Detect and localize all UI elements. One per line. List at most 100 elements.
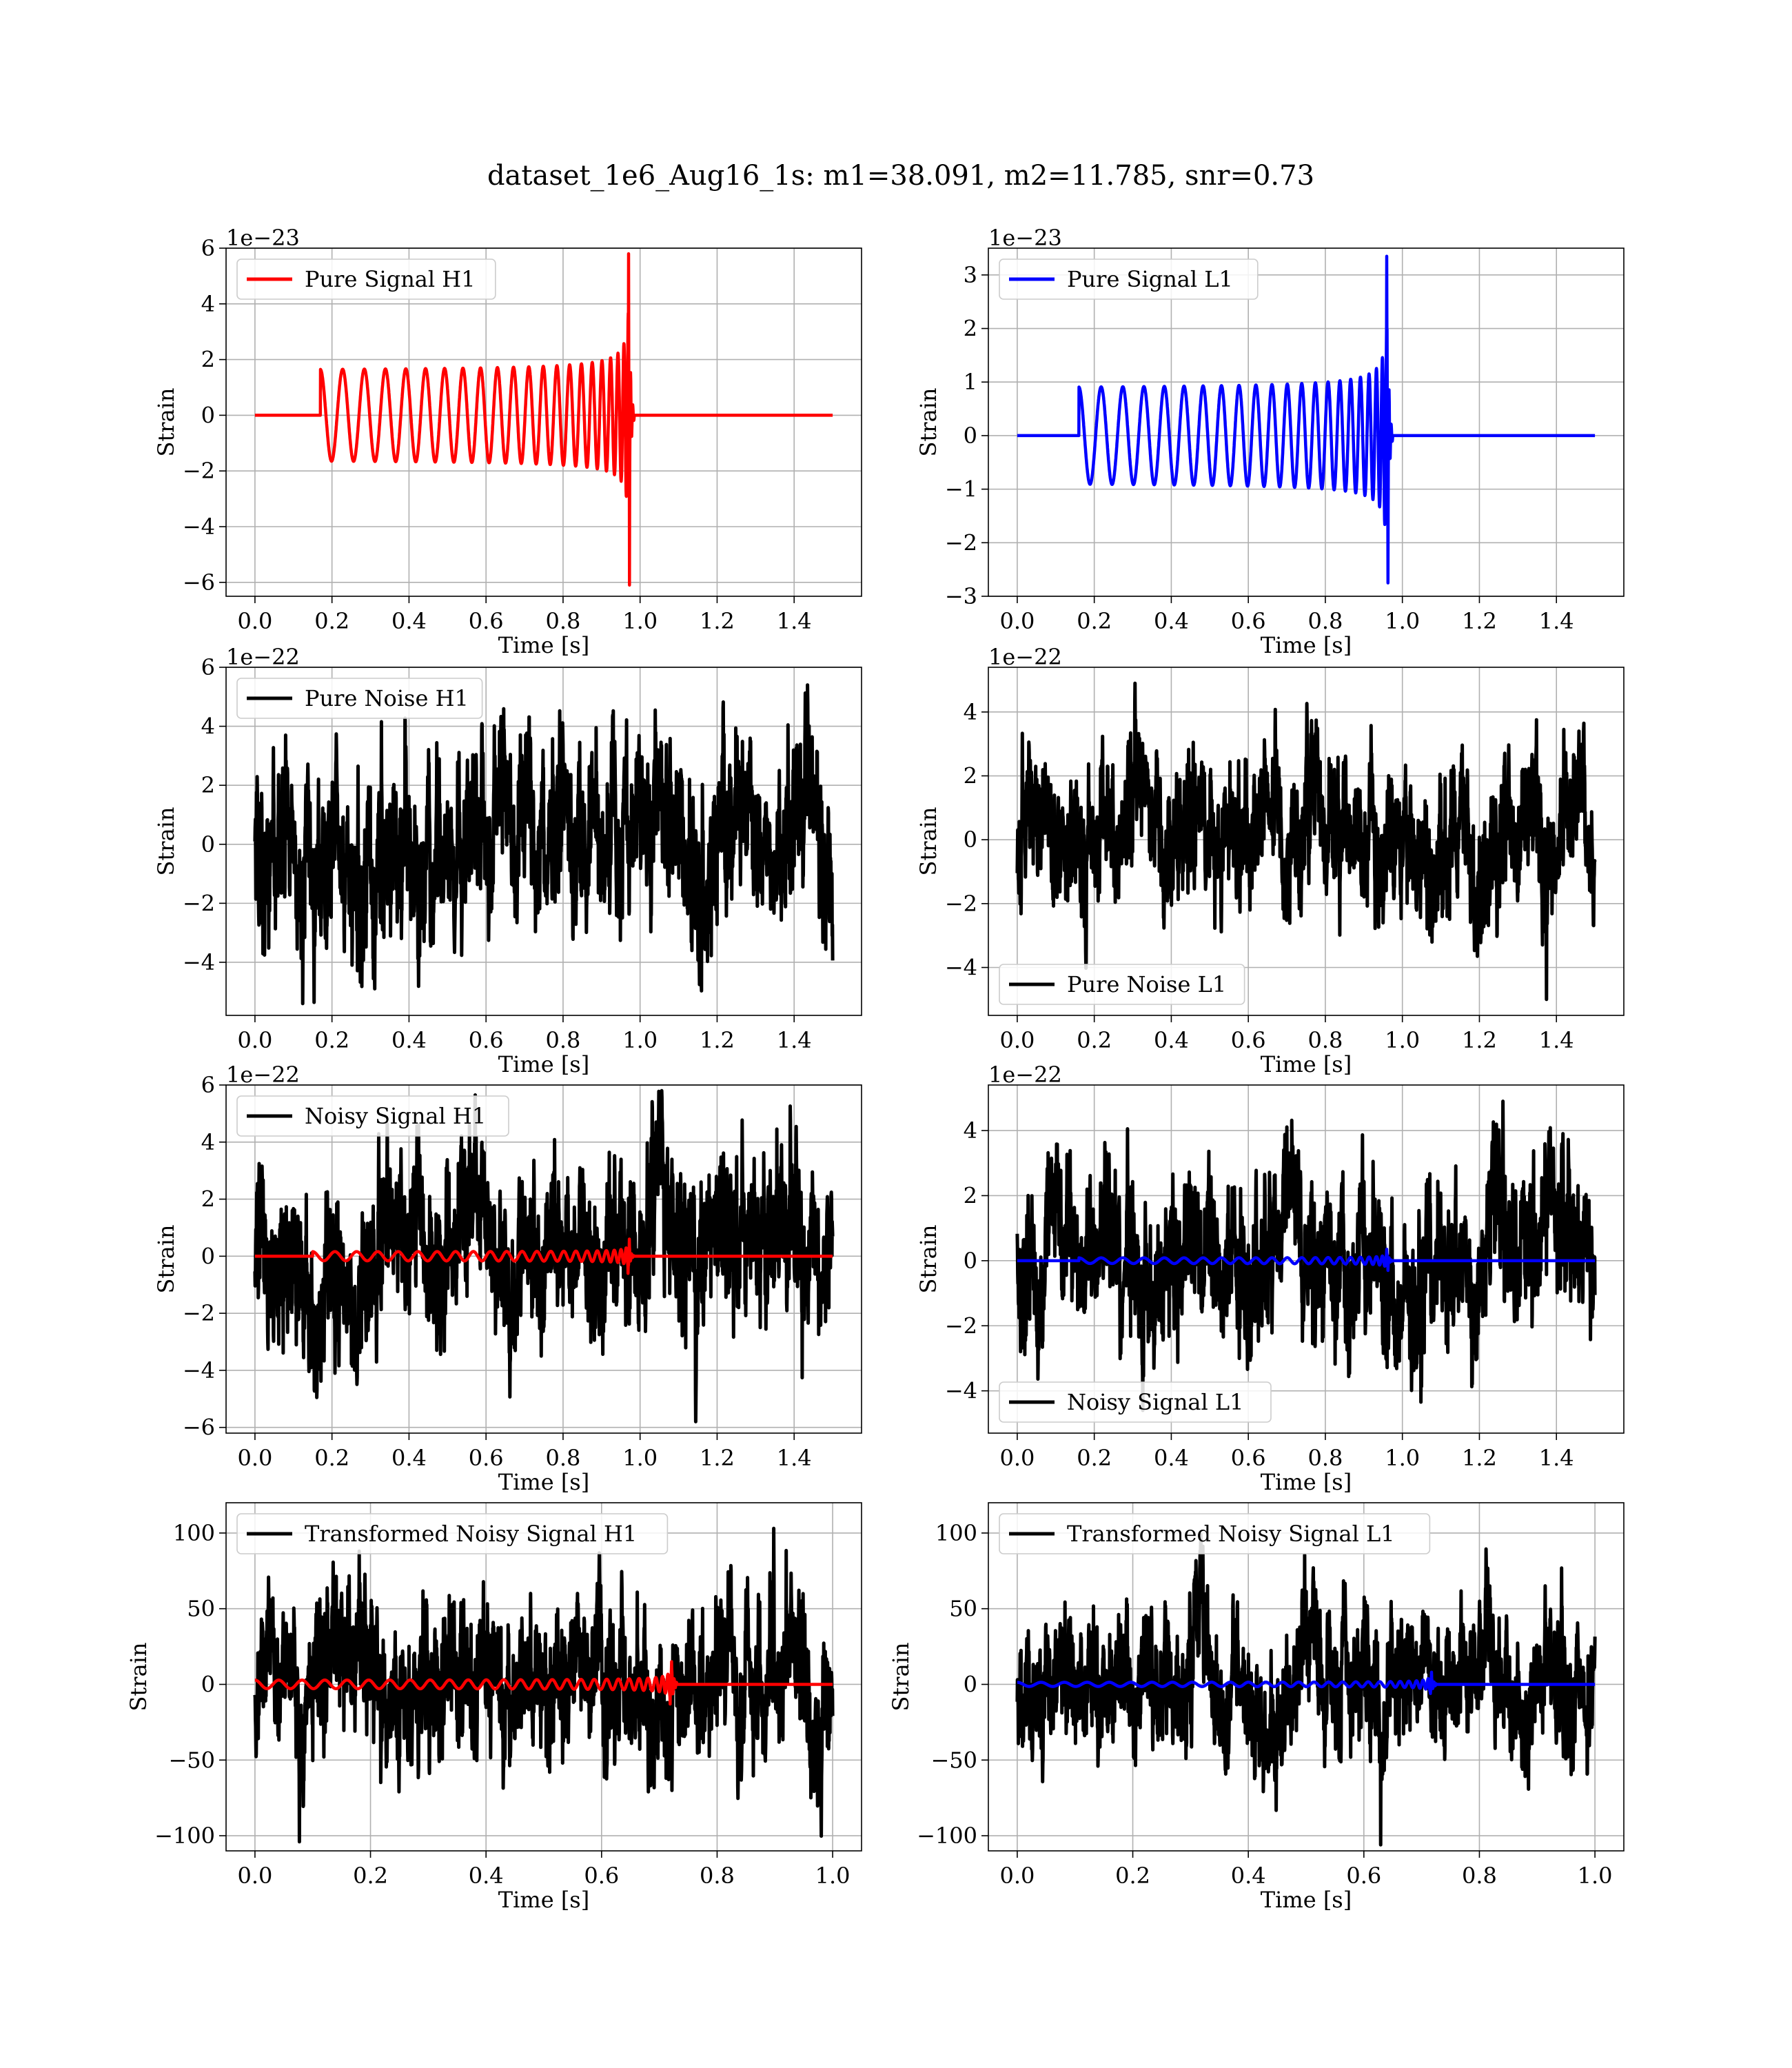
y-tick-label: −4 bbox=[183, 949, 215, 975]
x-tick-label: 0.4 bbox=[1231, 1863, 1266, 1889]
y-tick-label: 2 bbox=[964, 1182, 977, 1208]
legend-box bbox=[236, 678, 483, 719]
x-tick-label: 0.0 bbox=[237, 1863, 272, 1889]
legend-label: Noisy Signal L1 bbox=[1067, 1389, 1244, 1415]
x-tick-label: 1.0 bbox=[815, 1863, 851, 1889]
x-tick-label: 0.8 bbox=[545, 1445, 580, 1471]
legend-label: Noisy Signal H1 bbox=[305, 1103, 486, 1129]
y-tick-label: −100 bbox=[917, 1823, 977, 1849]
x-axis-label: Time [s] bbox=[1261, 1887, 1352, 1913]
y-offset-text: 1e−23 bbox=[226, 225, 300, 251]
y-tick-label: −6 bbox=[183, 569, 215, 596]
y-tick-label: 2 bbox=[201, 347, 215, 373]
y-tick-label: −4 bbox=[183, 1357, 215, 1383]
y-tick-label: 50 bbox=[949, 1596, 977, 1622]
legend-box bbox=[999, 964, 1245, 1005]
x-axis-label: Time [s] bbox=[498, 1469, 589, 1495]
y-offset-text: 1e−22 bbox=[988, 1062, 1062, 1088]
legend-box bbox=[999, 1513, 1431, 1554]
y-axis-label: Strain bbox=[888, 1643, 914, 1712]
series-line-transformed-noisy-signal-l1 bbox=[1015, 1532, 1597, 1847]
y-tick-label: 0 bbox=[201, 1671, 215, 1697]
x-tick-label: 1.0 bbox=[622, 1027, 658, 1053]
y-offset-text: 1e−23 bbox=[988, 225, 1062, 251]
axes-frame bbox=[225, 667, 862, 1016]
y-tick-label: 2 bbox=[201, 1186, 215, 1213]
x-tick-label: 0.0 bbox=[237, 1027, 272, 1053]
x-tick-label: 0.4 bbox=[1154, 1445, 1189, 1471]
y-tick-label: 6 bbox=[201, 1072, 215, 1098]
legend-box bbox=[999, 258, 1259, 300]
legend-label: Pure Signal L1 bbox=[1067, 266, 1233, 292]
y-tick-label: −2 bbox=[945, 891, 977, 917]
y-tick-label: 4 bbox=[201, 1129, 215, 1155]
x-tick-label: 0.8 bbox=[545, 608, 580, 634]
x-tick-label: 1.0 bbox=[622, 608, 658, 634]
x-tick-label: 0.0 bbox=[999, 608, 1035, 634]
series-line-signal-overlay-1 bbox=[1015, 1670, 1597, 1695]
x-tick-label: 1.2 bbox=[1462, 1445, 1497, 1471]
x-tick-label: 1.2 bbox=[700, 1445, 735, 1471]
y-tick-label: 0 bbox=[964, 1671, 977, 1697]
x-tick-label: 0.2 bbox=[353, 1863, 388, 1889]
legend: Pure Signal H1 bbox=[236, 258, 496, 300]
x-axis-label: Time [s] bbox=[498, 632, 589, 658]
x-tick-label: 0.6 bbox=[1231, 1445, 1266, 1471]
series-line-pure-signal-l1 bbox=[1015, 254, 1597, 585]
legend: Pure Signal L1 bbox=[999, 258, 1259, 300]
x-tick-label: 0.4 bbox=[1154, 1027, 1189, 1053]
y-tick-label: 4 bbox=[964, 699, 977, 725]
legend-box bbox=[999, 1381, 1272, 1423]
x-tick-label: 0.2 bbox=[1115, 1863, 1150, 1889]
y-tick-label: 4 bbox=[201, 291, 215, 317]
y-tick-label: 4 bbox=[201, 713, 215, 740]
x-tick-label: 0.2 bbox=[1077, 1027, 1112, 1053]
x-tick-label: 0.2 bbox=[314, 608, 349, 634]
x-tick-label: 1.4 bbox=[777, 608, 812, 634]
y-tick-label: 50 bbox=[187, 1596, 215, 1622]
legend-label: Transformed Noisy Signal H1 bbox=[305, 1521, 637, 1547]
subplot-pure-signal-l1: 0.0 0.2 0.4 0.6 0.8 1.0 1.2 1.4 −3 −2 −1 0 1 2 3 Time [… bbox=[915, 225, 1625, 658]
y-tick-label: 2 bbox=[201, 772, 215, 798]
series-line-pure-noise-h1 bbox=[253, 683, 835, 1006]
x-tick-label: 0.4 bbox=[469, 1863, 504, 1889]
subplot-noisy-signal-h1: 0.0 0.2 0.4 0.6 0.8 1.0 1.2 1.4 −6 −4 −2 0 2 4 6 Time [… bbox=[153, 1062, 862, 1495]
y-tick-label: −2 bbox=[945, 529, 977, 556]
series-line-noisy-signal-l1 bbox=[1015, 1099, 1597, 1412]
axes-frame bbox=[225, 1502, 862, 1852]
subplot-noisy-signal-l1: 0.0 0.2 0.4 0.6 0.8 1.0 1.2 1.4 −4 −2 0 2 4 Time [s] S… bbox=[915, 1062, 1625, 1495]
x-tick-label: 0.6 bbox=[1346, 1863, 1381, 1889]
x-tick-label: 0.2 bbox=[314, 1027, 349, 1053]
legend-box bbox=[236, 1513, 669, 1554]
axes-frame bbox=[988, 247, 1625, 597]
y-tick-label: 100 bbox=[173, 1520, 215, 1546]
x-tick-label: 0.6 bbox=[1231, 1027, 1266, 1053]
x-tick-label: 0.6 bbox=[469, 1445, 504, 1471]
x-axis-label: Time [s] bbox=[1261, 632, 1352, 658]
legend: Noisy Signal L1 bbox=[999, 1381, 1272, 1423]
y-tick-label: 2 bbox=[964, 763, 977, 789]
x-tick-label: 0.8 bbox=[1462, 1863, 1497, 1889]
legend-label: Transformed Noisy Signal L1 bbox=[1067, 1521, 1395, 1547]
x-tick-label: 0.2 bbox=[1077, 1445, 1112, 1471]
y-tick-label: −4 bbox=[945, 1378, 977, 1404]
x-axis-label: Time [s] bbox=[1261, 1469, 1352, 1495]
y-axis-label: Strain bbox=[125, 1643, 152, 1712]
x-tick-label: 0.8 bbox=[1307, 608, 1343, 634]
y-tick-label: 6 bbox=[201, 654, 215, 680]
x-tick-label: 1.4 bbox=[1539, 1445, 1574, 1471]
y-offset-text: 1e−22 bbox=[988, 644, 1062, 670]
y-tick-label: −2 bbox=[183, 458, 215, 484]
series-line-signal-overlay-1 bbox=[253, 1660, 835, 1706]
y-tick-label: 2 bbox=[964, 316, 977, 342]
y-tick-label: 1 bbox=[964, 369, 977, 395]
y-axis-label: Strain bbox=[915, 807, 941, 876]
x-tick-label: 0.4 bbox=[1154, 608, 1189, 634]
x-tick-label: 1.2 bbox=[1462, 1027, 1497, 1053]
y-tick-label: −3 bbox=[945, 583, 977, 609]
axes-frame bbox=[988, 667, 1625, 1016]
x-tick-label: 0.0 bbox=[999, 1027, 1035, 1053]
y-tick-label: 0 bbox=[201, 831, 215, 858]
y-tick-label: 4 bbox=[964, 1117, 977, 1144]
